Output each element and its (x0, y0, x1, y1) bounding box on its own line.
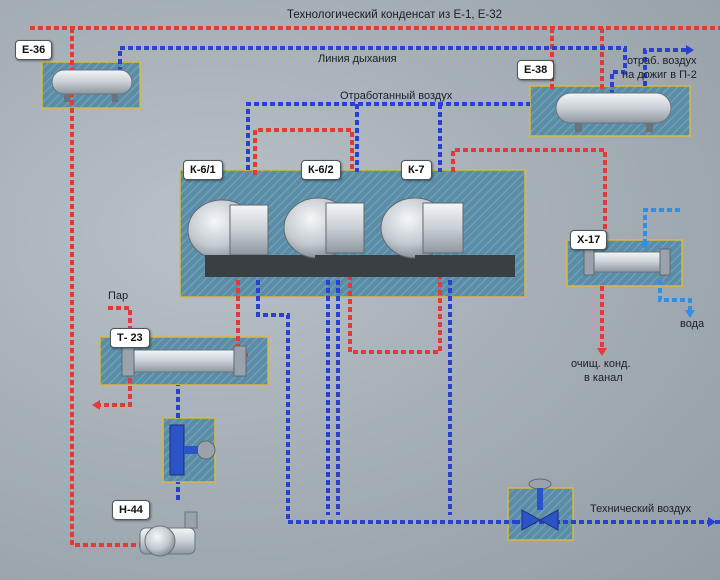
tank-e38 (555, 92, 672, 132)
water-in-arrow (640, 241, 650, 249)
exchanger-t23 (121, 345, 247, 377)
water-label: вода (680, 318, 705, 330)
exchanger-x17 (583, 248, 671, 276)
condensate-header-label: Технологический конденсат из Е-1, Е-32 (287, 9, 503, 21)
tag-k62[interactable]: К-6/2 (301, 160, 341, 180)
clean-cond-label-2: в канал (584, 372, 623, 384)
exhaust-to-p2 (643, 48, 690, 86)
k61-feed-line (253, 128, 354, 175)
water-in-line (643, 208, 680, 245)
tag-h44[interactable]: Н-44 (112, 500, 150, 520)
pump-h44 (139, 511, 198, 557)
tag-x17[interactable]: Х-17 (570, 230, 608, 250)
water-out-arrow (685, 310, 695, 318)
steam-label: Пар (108, 290, 129, 302)
vessel-k7 (380, 197, 515, 277)
tag-t23[interactable]: Т- 23 (110, 328, 150, 348)
tag-e36[interactable]: Е-36 (15, 40, 53, 60)
exhaust-air-label: Отработанный воздух (340, 90, 453, 102)
tag-k61[interactable]: К-6/1 (183, 160, 223, 180)
vessel-k62 (283, 197, 415, 277)
tank-e36 (51, 69, 133, 102)
control-valve-right (521, 478, 559, 531)
cold-lines (118, 46, 720, 524)
equipment-panels (41, 61, 691, 541)
breathing-line (118, 46, 627, 95)
clean-cond-arrow (597, 348, 607, 356)
k7-feed-line (451, 148, 607, 240)
exhaust-p2-arrow (686, 45, 694, 55)
tech-air-label: Технический воздух (590, 503, 692, 515)
e36-drain-line (70, 28, 148, 547)
t23-out-arrow (92, 400, 100, 410)
tech-air-arrow (708, 517, 716, 527)
exhaust-to-burn-label-1: отраб. воздух (627, 55, 697, 67)
tag-e38[interactable]: Е-38 (517, 60, 555, 80)
water-lines (643, 208, 692, 315)
exhaust-to-burn-label-2: на дожиг в П-2 (622, 69, 697, 81)
tag-k7[interactable]: К-7 (401, 160, 432, 180)
clean-cond-label-1: очищ. конд. (571, 358, 631, 370)
t23-out-line (95, 378, 132, 407)
breathing-line-label: Линия дыхания (318, 53, 397, 65)
k7-outlet-loop (348, 275, 442, 354)
vessel-k61 (187, 199, 315, 277)
k61-air-out (256, 280, 520, 524)
exhaust-air-header (246, 102, 530, 170)
control-valve-left (169, 424, 216, 476)
water-out-line (658, 280, 692, 315)
